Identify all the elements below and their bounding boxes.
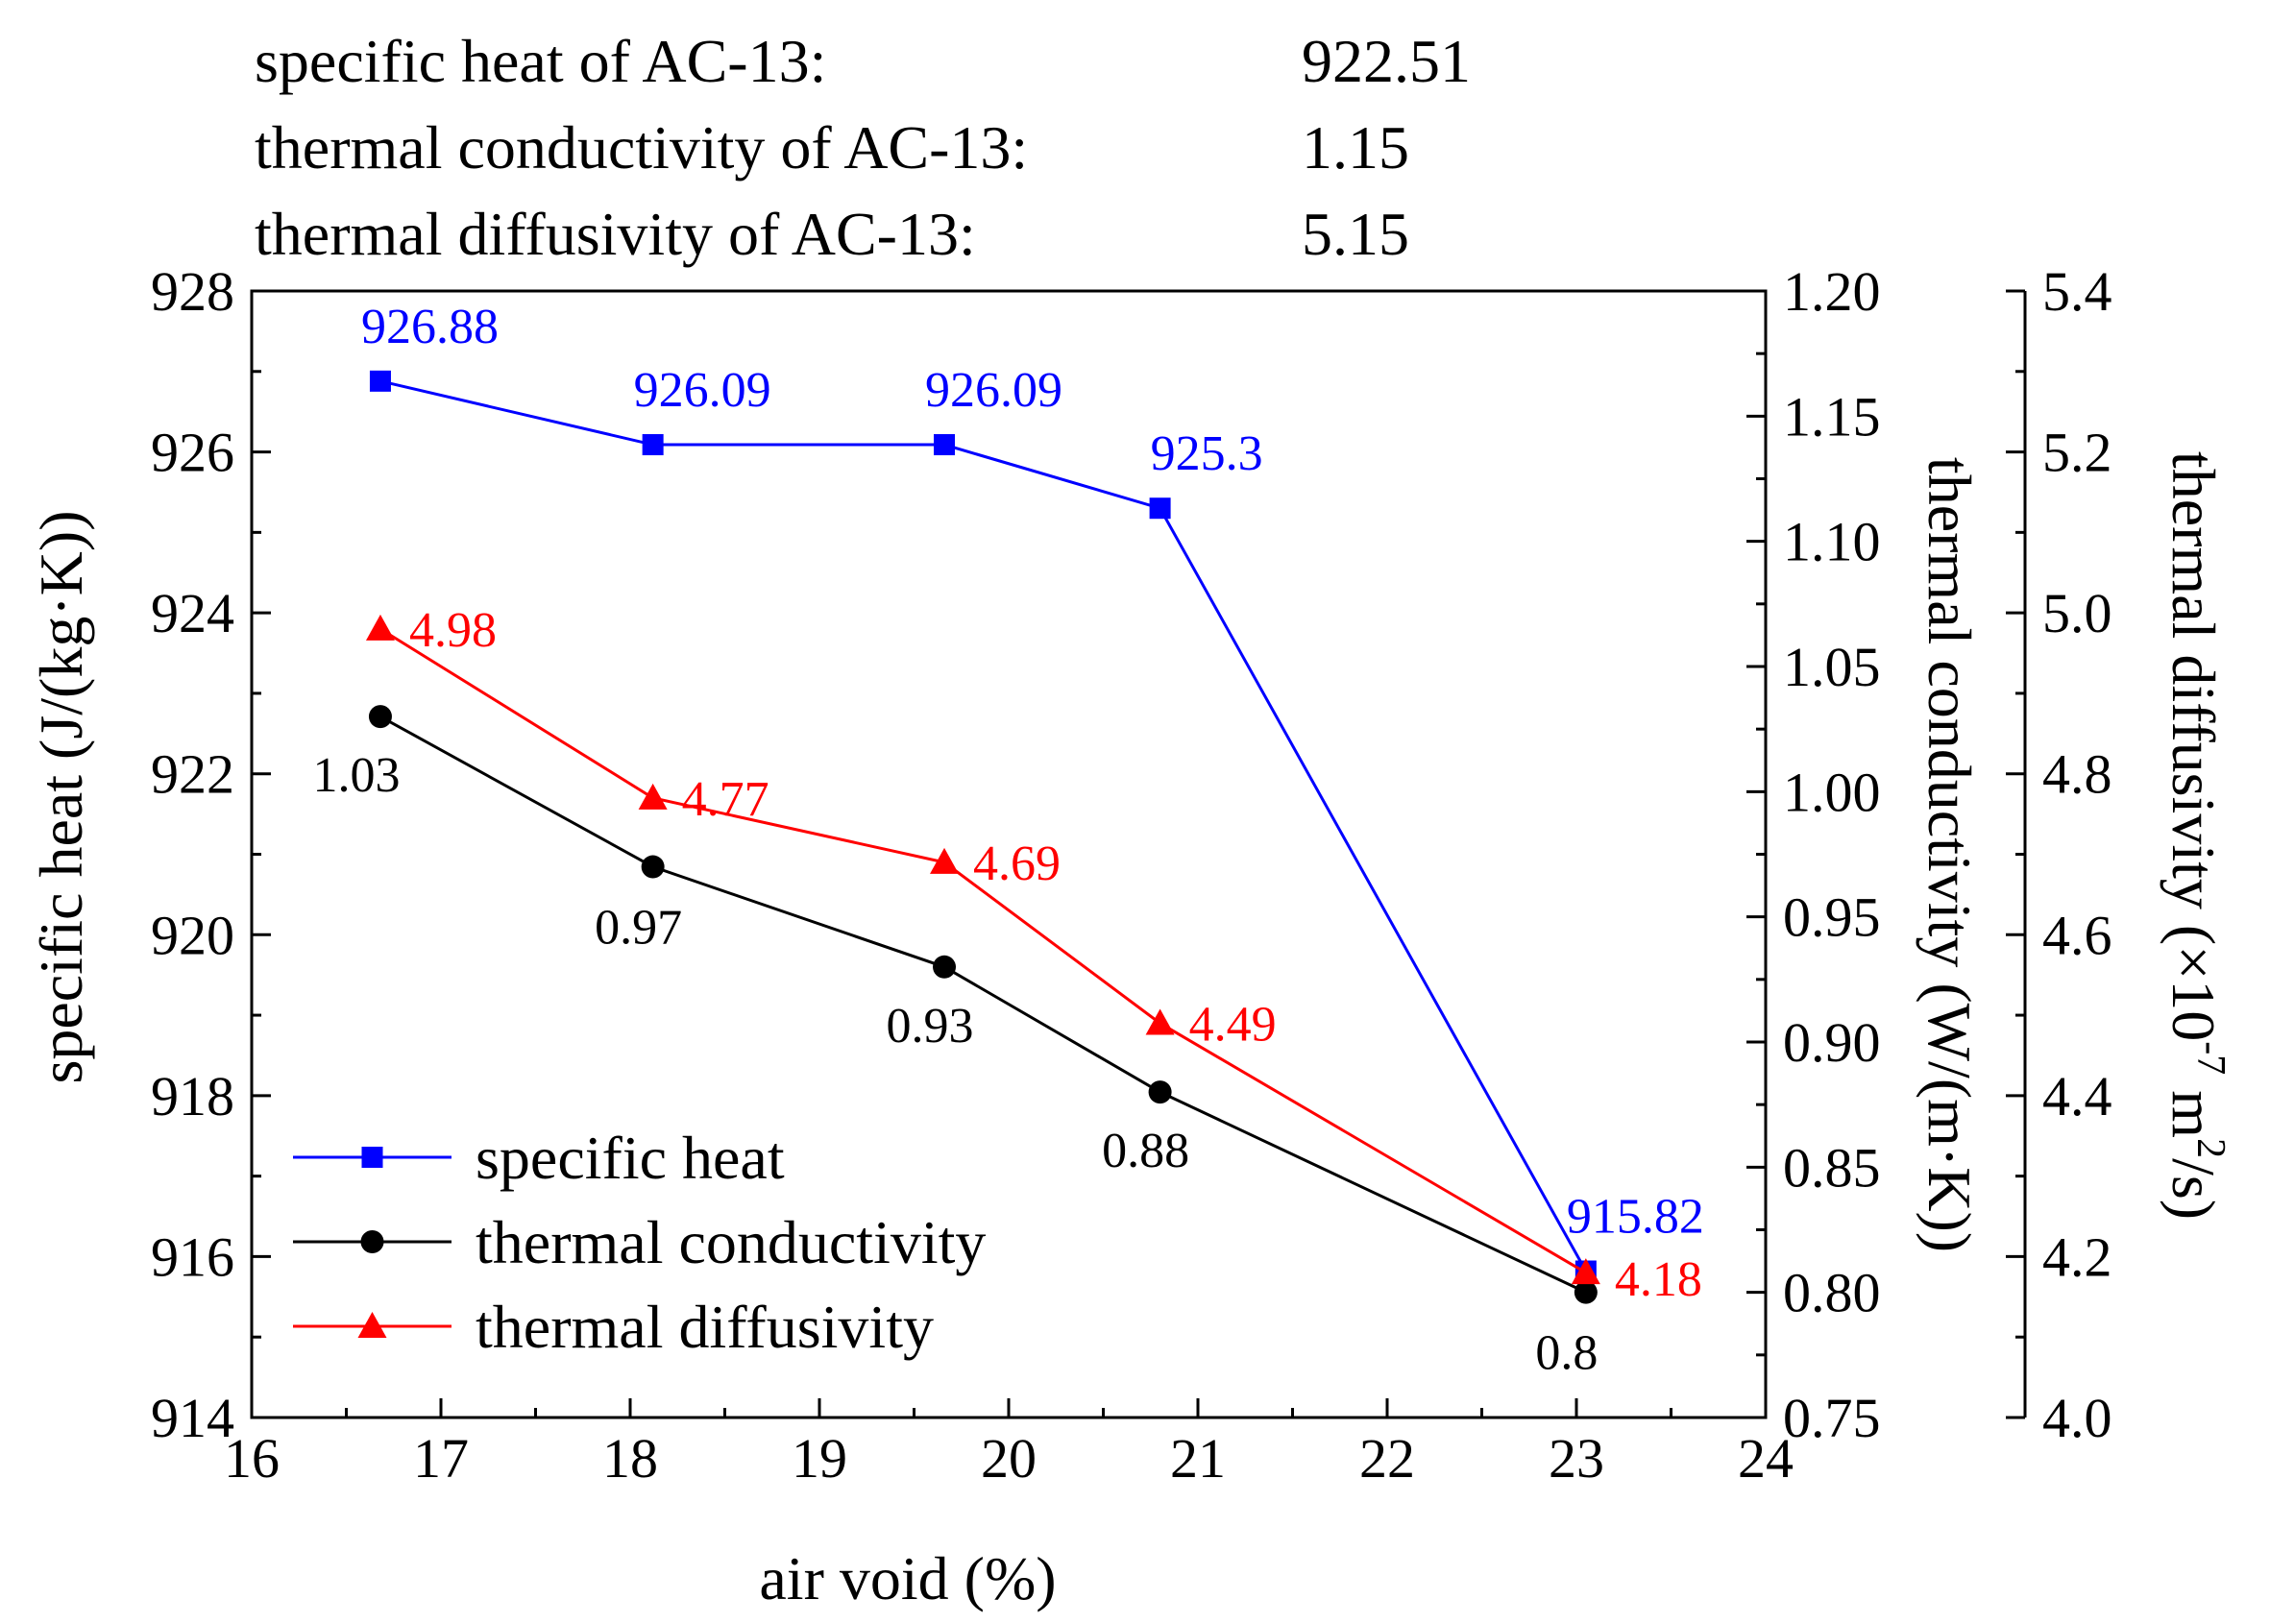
right1-tick-label: 1.15 — [1783, 385, 1881, 448]
legend-label-thermal-diffusivity: thermal diffusivity — [476, 1293, 934, 1361]
x-tick-label: 17 — [413, 1427, 469, 1490]
left-tick-label: 920 — [151, 904, 234, 966]
thermal-conductivity-data-label: 1.03 — [312, 748, 400, 803]
thermal-conductivity-data-label: 0.93 — [887, 999, 974, 1054]
x-tick-label: 19 — [792, 1427, 847, 1490]
right2-tick-label: 4.8 — [2042, 743, 2112, 806]
right1-tick-label: 1.00 — [1783, 761, 1881, 823]
thermal-conductivity-data-label: 0.88 — [1102, 1124, 1189, 1178]
specific-heat-data-label: 926.09 — [925, 363, 1062, 418]
left-tick-label: 918 — [151, 1065, 234, 1127]
left-tick-label: 922 — [151, 743, 234, 806]
right1-tick-label: 0.85 — [1783, 1136, 1881, 1199]
specific-heat-marker — [369, 370, 391, 392]
thermal-conductivity-data-label: 0.97 — [595, 901, 682, 956]
ref-label-specific-heat: specific heat of AC-13: — [255, 27, 826, 95]
legend-label-thermal-conductivity: thermal conductivity — [476, 1208, 986, 1276]
thermal-conductivity-marker — [1574, 1280, 1598, 1304]
ref-label-thermal-diffusivity: thermal diffusivity of AC-13: — [255, 200, 976, 268]
specific-heat-marker — [934, 434, 956, 456]
right2-tick-label: 5.0 — [2042, 582, 2112, 644]
specific-heat-data-label: 925.3 — [1151, 426, 1263, 481]
thermal-conductivity-line — [379, 715, 1587, 1295]
thermal-conductivity-marker — [368, 705, 392, 729]
thermal-diffusivity-data-label: 4.77 — [682, 772, 769, 827]
right2-tick-label: 4.2 — [2042, 1225, 2112, 1288]
right2-axis-title: thermal diffusivity (×10-7 m2/s) — [2160, 451, 2233, 1220]
left-tick-label: 914 — [151, 1387, 234, 1449]
x-tick-label: 16 — [224, 1427, 280, 1490]
x-tick-label: 24 — [1738, 1427, 1794, 1490]
right2-tick-label: 4.4 — [2042, 1065, 2112, 1127]
legend: specific heat thermal conductivity thermal… — [293, 1124, 986, 1361]
legend-marker-thermal-conductivity — [360, 1230, 384, 1253]
right2-tick-label: 5.2 — [2042, 422, 2112, 484]
legend-label-specific-heat: specific heat — [476, 1124, 785, 1192]
right1-tick-label: 1.20 — [1783, 260, 1881, 323]
x-tick-label: 21 — [1170, 1427, 1226, 1490]
left-tick-label: 924 — [151, 582, 234, 644]
ref-value-thermal-conductivity: 1.15 — [1302, 113, 1409, 182]
right1-tick-label: 0.80 — [1783, 1262, 1881, 1324]
x-tick-label: 20 — [981, 1427, 1037, 1490]
right2-tick-label: 4.0 — [2042, 1387, 2112, 1449]
right2-tick-label: 5.4 — [2042, 260, 2112, 323]
thermal-diffusivity-data-label: 4.69 — [973, 836, 1061, 891]
thermal-diffusivity-marker — [930, 847, 960, 874]
specific-heat-marker — [642, 434, 664, 456]
thermal-conductivity-data-label: 0.8 — [1535, 1326, 1598, 1381]
thermal-diffusivity-marker — [1145, 1008, 1175, 1035]
right1-tick-label: 1.05 — [1783, 636, 1881, 698]
x-axis-title: air void (%) — [759, 1544, 1056, 1612]
thermal-diffusivity-marker — [365, 614, 395, 641]
series-layer: 926.88 926.09 926.09 925.3 915.82 1.03 0.97 0.9… — [312, 300, 1703, 1381]
reference-block: specific heat of AC-13: 922.51 thermal c… — [255, 27, 1471, 268]
thermal-conductivity-marker — [933, 955, 957, 979]
left-tick-label: 928 — [151, 260, 234, 323]
x-tick-label: 23 — [1549, 1427, 1604, 1490]
x-tick-label: 18 — [602, 1427, 658, 1490]
ref-value-specific-heat: 922.51 — [1302, 27, 1471, 95]
legend-marker-thermal-diffusivity — [357, 1312, 387, 1338]
thermal-diffusivity-marker — [1571, 1258, 1600, 1285]
thermal-diffusivity-marker — [638, 783, 668, 810]
specific-heat-marker — [1149, 497, 1171, 520]
legend-marker-specific-heat — [361, 1147, 383, 1168]
right1-axis-title: thermal conductivity (W/(m·K)) — [1916, 457, 1984, 1252]
right1-tick-label: 1.10 — [1783, 511, 1881, 573]
left-tick-label: 916 — [151, 1225, 234, 1288]
specific-heat-data-label: 926.88 — [361, 300, 499, 354]
ref-value-thermal-diffusivity: 5.15 — [1302, 200, 1409, 268]
right1-tick-label: 0.75 — [1783, 1387, 1881, 1449]
left-axis-title: specific heat (J/(kg·K)) — [27, 510, 95, 1083]
thermal-diffusivity-data-label: 4.18 — [1615, 1252, 1702, 1307]
thermal-conductivity-marker — [1148, 1080, 1172, 1104]
thermal-conductivity-marker — [641, 855, 665, 879]
ref-label-thermal-conductivity: thermal conductivity of AC-13: — [255, 113, 1028, 182]
x-tick-label: 22 — [1359, 1427, 1415, 1490]
right1-tick-label: 0.90 — [1783, 1011, 1881, 1074]
axes-layer: 16 17 18 19 20 21 22 23 24 914 916 918 920 922 924 926 9… — [151, 260, 2112, 1490]
thermal-diffusivity-data-label: 4.98 — [409, 603, 497, 658]
specific-heat-data-label: 926.09 — [634, 363, 771, 418]
thermal-diffusivity-data-label: 4.49 — [1189, 997, 1277, 1052]
right2-tick-label: 4.6 — [2042, 904, 2112, 966]
left-tick-label: 926 — [151, 422, 234, 484]
specific-heat-data-label: 915.82 — [1567, 1190, 1704, 1245]
right1-tick-label: 0.95 — [1783, 886, 1881, 949]
